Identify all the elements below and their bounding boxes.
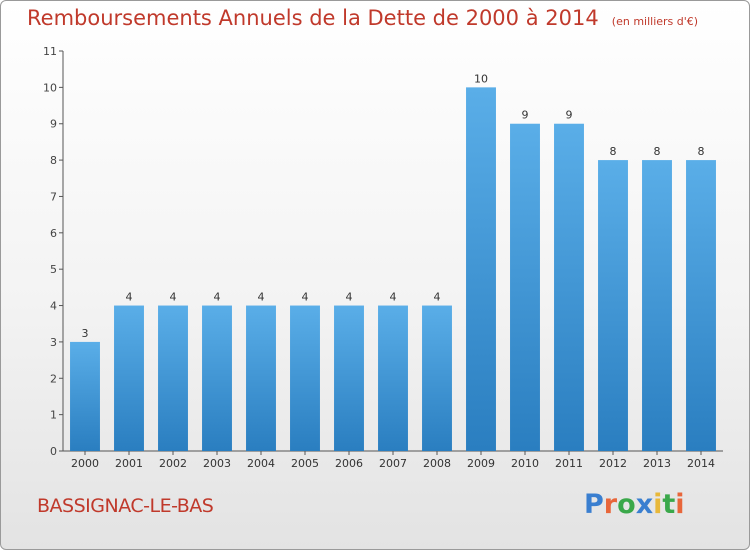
logo-letter: x bbox=[635, 489, 654, 520]
bar-value-label: 4 bbox=[214, 291, 221, 304]
y-tick-label: 7 bbox=[50, 190, 57, 203]
title-row: Remboursements Annuels de la Dette de 20… bbox=[27, 6, 698, 30]
bar-value-label: 4 bbox=[346, 291, 353, 304]
bar bbox=[334, 305, 364, 451]
y-tick-label: 9 bbox=[50, 118, 57, 131]
bar bbox=[246, 305, 276, 451]
x-tick-label: 2007 bbox=[379, 457, 407, 470]
x-tick-label: 2006 bbox=[335, 457, 363, 470]
y-tick-label: 10 bbox=[43, 81, 57, 94]
bar bbox=[598, 160, 628, 451]
bar bbox=[378, 305, 408, 451]
y-tick-label: 5 bbox=[50, 263, 57, 276]
bar bbox=[114, 305, 144, 451]
x-tick-label: 2010 bbox=[511, 457, 539, 470]
bar bbox=[510, 123, 540, 452]
bar-value-label: 8 bbox=[698, 145, 705, 158]
bar-value-label: 4 bbox=[390, 291, 397, 304]
y-tick-label: 2 bbox=[50, 372, 57, 385]
chart-subtitle: (en milliers d'€) bbox=[611, 15, 699, 28]
logo-letter: P bbox=[584, 489, 604, 520]
x-tick-label: 2009 bbox=[467, 457, 495, 470]
bar bbox=[158, 305, 188, 451]
bar bbox=[70, 341, 100, 451]
logo-letter: i bbox=[653, 489, 663, 520]
logo-letter: t bbox=[662, 489, 676, 520]
x-tick-label: 2000 bbox=[71, 457, 99, 470]
bar-value-label: 4 bbox=[302, 291, 309, 304]
bar bbox=[290, 305, 320, 451]
chart-title: Remboursements Annuels de la Dette de 20… bbox=[27, 6, 599, 30]
x-tick-label: 2008 bbox=[423, 457, 451, 470]
bar-value-label: 8 bbox=[654, 145, 661, 158]
bar bbox=[686, 160, 716, 451]
x-tick-label: 2001 bbox=[115, 457, 143, 470]
x-tick-label: 2005 bbox=[291, 457, 319, 470]
x-tick-label: 2002 bbox=[159, 457, 187, 470]
x-tick-label: 2014 bbox=[687, 457, 715, 470]
x-tick-label: 2011 bbox=[555, 457, 583, 470]
x-axis: 2000 2001 2002 2003 2004 2005 2006 2007 2008 2009… bbox=[63, 450, 723, 470]
y-tick-label: 1 bbox=[50, 409, 57, 422]
x-tick-label: 2013 bbox=[643, 457, 671, 470]
y-tick-label: 11 bbox=[43, 45, 57, 58]
bar-value-label: 8 bbox=[610, 145, 617, 158]
bar-value-label: 3 bbox=[82, 327, 89, 340]
bar-value-label: 4 bbox=[258, 291, 265, 304]
y-tick-label: 4 bbox=[50, 300, 57, 313]
bar-value-label: 4 bbox=[126, 291, 133, 304]
y-tick-label: 8 bbox=[50, 154, 57, 167]
logo-letter: i bbox=[675, 489, 685, 520]
proxiti-logo: Proxiti bbox=[584, 489, 685, 520]
logo-letter: r bbox=[603, 489, 618, 520]
bar-value-label: 9 bbox=[522, 109, 529, 122]
y-tick-label: 3 bbox=[50, 336, 57, 349]
logo-letter: o bbox=[617, 489, 636, 520]
y-tick-label: 6 bbox=[50, 227, 57, 240]
bar bbox=[554, 123, 584, 452]
x-tick-label: 2012 bbox=[599, 457, 627, 470]
bar bbox=[422, 305, 452, 451]
y-tick-label: 0 bbox=[50, 445, 57, 458]
bars: 3 4 4 4 4 4 4 4 4 10 9 9 8 8 8 bbox=[70, 72, 716, 452]
bar bbox=[202, 305, 232, 451]
commune-name: BASSIGNAC-LE-BAS bbox=[37, 495, 214, 517]
bar bbox=[642, 160, 672, 451]
bar-value-label: 9 bbox=[566, 109, 573, 122]
bar bbox=[466, 87, 496, 451]
x-tick-label: 2003 bbox=[203, 457, 231, 470]
bar-value-label: 4 bbox=[170, 291, 177, 304]
y-axis: 0 1 2 3 4 5 6 7 8 9 10 11 bbox=[43, 45, 64, 458]
x-tick-label: 2004 bbox=[247, 457, 275, 470]
bar-value-label: 4 bbox=[434, 291, 441, 304]
bar-value-label: 10 bbox=[474, 72, 488, 85]
